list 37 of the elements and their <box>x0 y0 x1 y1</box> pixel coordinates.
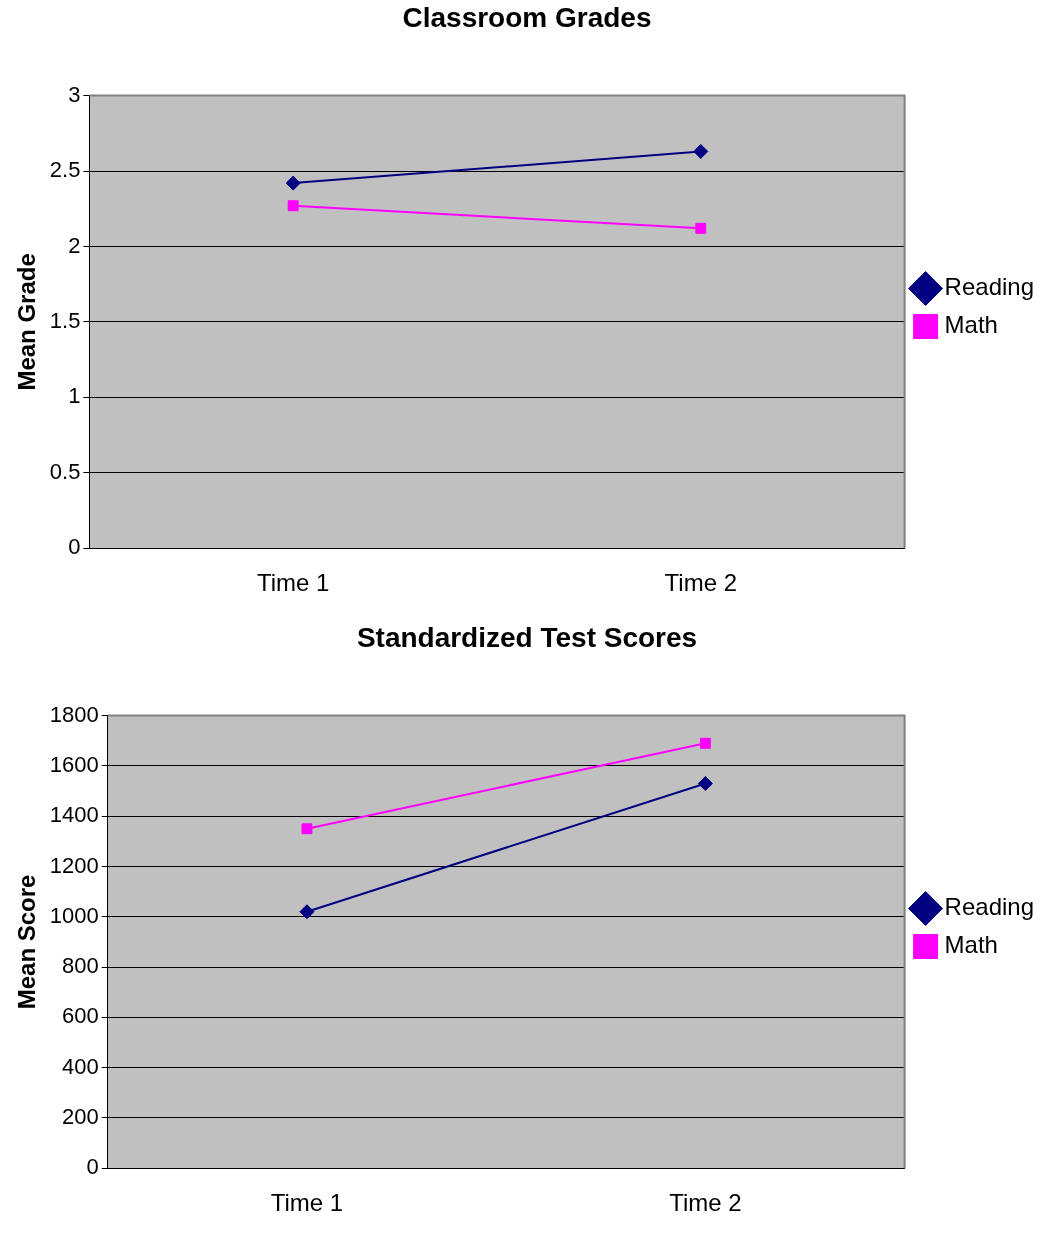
y-tick-label: 2 <box>68 232 81 258</box>
y-tick-label: 1 <box>68 383 81 409</box>
y-tick-label: 1400 <box>49 802 99 828</box>
y-tick-label: 600 <box>62 1003 99 1029</box>
y-tick-label: 400 <box>62 1053 99 1079</box>
chart-title: Standardized Test Scores <box>356 621 698 653</box>
chart-title: Classroom Grades <box>402 1 652 33</box>
legend-label: Reading <box>944 893 1034 921</box>
y-tick-label: 200 <box>62 1103 99 1129</box>
y-tick-label: 1600 <box>49 751 99 777</box>
y-tick-label: 3 <box>68 81 81 107</box>
point <box>299 904 315 920</box>
legend-label: Reading <box>944 273 1034 301</box>
point <box>697 775 713 791</box>
y-tick-label: 1200 <box>49 852 99 878</box>
point <box>693 143 709 159</box>
y-tick-label: 1.5 <box>49 307 81 333</box>
y-axis-title: Mean Grade <box>13 253 41 391</box>
y-tick-label: 0 <box>68 534 81 560</box>
point <box>287 200 299 212</box>
legend-label: Math <box>944 311 998 339</box>
y-tick-label: 0.5 <box>49 458 81 484</box>
point <box>285 175 301 191</box>
y-tick-label: 1000 <box>49 902 99 928</box>
x-tick-label: Time 2 <box>664 569 738 597</box>
y-axis-title: Mean Score <box>13 874 41 1010</box>
y-tick-label: 0 <box>86 1154 99 1180</box>
point <box>301 823 313 835</box>
point <box>699 737 711 749</box>
y-tick-label: 1800 <box>49 701 99 727</box>
legend-label: Math <box>944 931 998 959</box>
y-tick-label: 2.5 <box>49 157 81 183</box>
x-tick-label: Time 1 <box>270 1189 344 1217</box>
point <box>695 222 707 234</box>
x-tick-label: Time 2 <box>669 1189 742 1217</box>
x-tick-label: Time 1 <box>256 569 330 597</box>
y-tick-label: 800 <box>62 953 99 979</box>
